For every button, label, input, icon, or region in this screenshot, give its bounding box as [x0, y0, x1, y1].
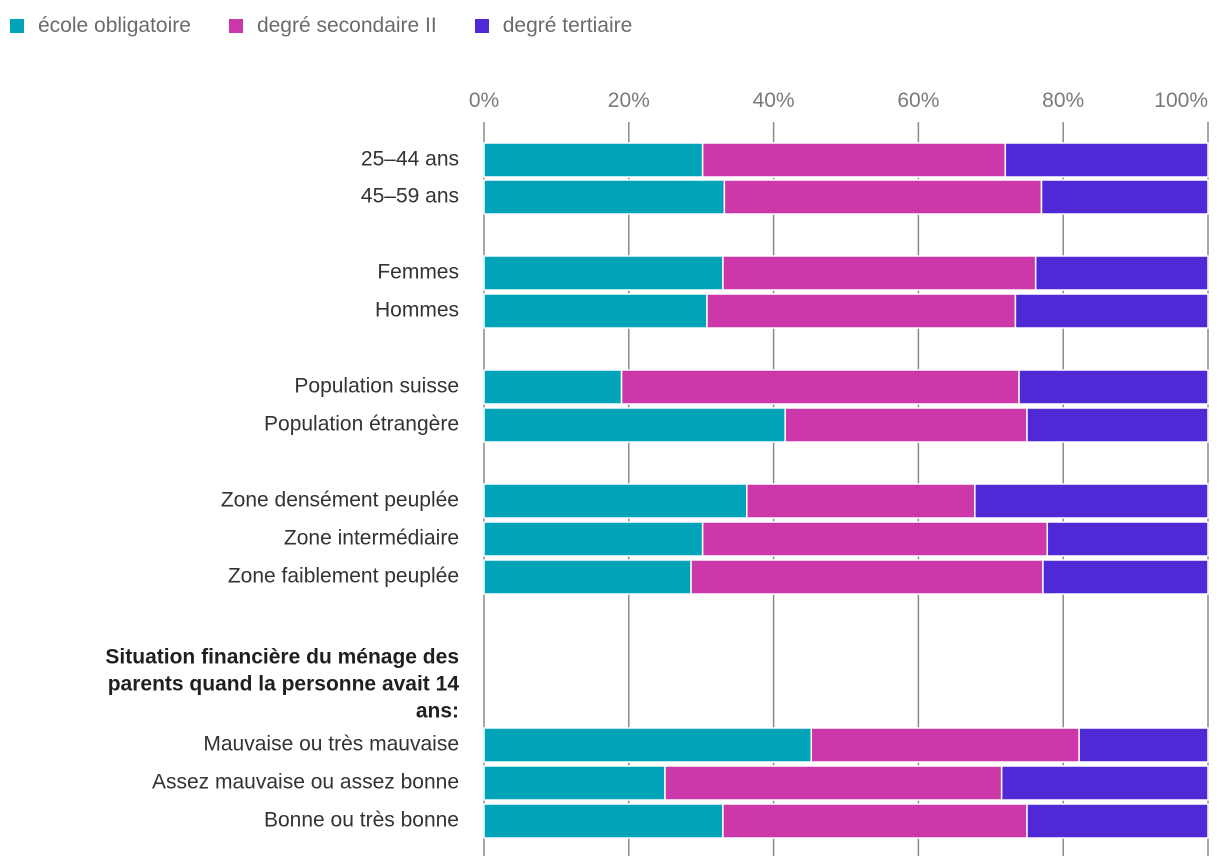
bar-segment-r4-s2[interactable]	[1018, 369, 1209, 405]
x-tick-label-3: 60%	[897, 89, 939, 112]
bar-segment-r10-s0[interactable]	[483, 727, 812, 763]
bar-segment-r6-s1[interactable]	[746, 483, 976, 519]
legend-item-secondaire[interactable]: degré secondaire II	[228, 14, 437, 38]
row-label-5: Population étrangère	[264, 413, 459, 436]
bar-segment-r4-s1[interactable]	[620, 369, 1020, 405]
bar-segment-r5-s0[interactable]	[483, 407, 786, 443]
bar-segment-r0-s1[interactable]	[701, 142, 1007, 178]
legend-item-tertiaire[interactable]: degré tertiaire	[474, 14, 633, 38]
bar-segment-r11-s1[interactable]	[664, 765, 1003, 801]
bar-segment-r5-s1[interactable]	[784, 407, 1028, 443]
x-tick-label-2: 40%	[753, 89, 795, 112]
bar-segment-r0-s2[interactable]	[1004, 142, 1209, 178]
section-heading-line-1: parents quand la personne avait 14	[108, 673, 460, 696]
bar-segment-r3-s1[interactable]	[706, 293, 1017, 329]
legend-swatch-tertiaire	[474, 19, 489, 33]
legend: école obligatoire degré secondaire II de…	[10, 14, 632, 38]
bar-segment-r1-s1[interactable]	[723, 179, 1043, 215]
x-tick-label-5: 100%	[1154, 89, 1208, 112]
x-tick-label-1: 20%	[608, 89, 650, 112]
row-label-8: Zone faiblement peuplée	[228, 565, 459, 588]
bar-segment-r2-s2[interactable]	[1034, 255, 1209, 291]
x-tick-labels: 0% 20% 40% 60% 80% 100%	[469, 89, 1208, 112]
bar-segment-r2-s0[interactable]	[483, 255, 724, 291]
bar-segment-r1-s2[interactable]	[1040, 179, 1209, 215]
bar-segment-r10-s2[interactable]	[1078, 727, 1209, 763]
row-label-2: Femmes	[377, 261, 459, 284]
bar-segment-r12-s0[interactable]	[483, 803, 724, 839]
bar-segment-r8-s1[interactable]	[690, 559, 1044, 595]
row-label-12: Bonne ou très bonne	[264, 809, 459, 832]
bar-segment-r6-s0[interactable]	[483, 483, 748, 519]
legend-label-ecole: école obligatoire	[38, 14, 191, 37]
bar-segment-r11-s2[interactable]	[1000, 765, 1209, 801]
row-label-6: Zone densément peuplée	[221, 489, 459, 512]
legend-swatch-ecole	[10, 19, 24, 33]
bar-segment-r11-s0[interactable]	[483, 765, 666, 801]
bar-segment-r0-s0[interactable]	[483, 142, 704, 178]
bar-segment-r4-s0[interactable]	[483, 369, 623, 405]
bar-segment-r3-s0[interactable]	[483, 293, 708, 329]
legend-label-tertiaire: degré tertiaire	[502, 14, 633, 37]
bar-segment-r12-s2[interactable]	[1026, 803, 1209, 839]
bar-segment-r7-s1[interactable]	[701, 521, 1049, 557]
bar-segment-r10-s1[interactable]	[810, 727, 1080, 763]
legend-swatch-secondaire	[228, 19, 243, 33]
row-label-1: 45–59 ans	[361, 185, 459, 208]
legend-label-secondaire: degré secondaire II	[256, 14, 437, 37]
bar-segment-r6-s2[interactable]	[974, 483, 1209, 519]
row-label-7: Zone intermédiaire	[284, 527, 459, 550]
section-heading-line-2: ans:	[416, 700, 459, 723]
row-label-11: Assez mauvaise ou assez bonne	[152, 771, 459, 794]
bar-segment-r8-s2[interactable]	[1042, 559, 1209, 595]
bar-segment-r8-s0[interactable]	[483, 559, 692, 595]
bar-segment-r3-s2[interactable]	[1014, 293, 1209, 329]
bar-segment-r2-s1[interactable]	[722, 255, 1037, 291]
row-label-0: 25–44 ans	[361, 148, 459, 171]
x-tick-label-0: 0%	[469, 89, 499, 112]
bar-segment-r1-s0[interactable]	[483, 179, 726, 215]
bar-segment-r12-s1[interactable]	[722, 803, 1028, 839]
bar-segment-r7-s0[interactable]	[483, 521, 704, 557]
row-label-3: Hommes	[375, 299, 459, 322]
row-label-4: Population suisse	[294, 375, 459, 398]
x-tick-label-4: 80%	[1042, 89, 1084, 112]
row-label-10: Mauvaise ou très mauvaise	[203, 733, 459, 756]
section-heading-line-0: Situation financière du ménage des	[105, 646, 459, 669]
legend-item-ecole[interactable]: école obligatoire	[10, 14, 191, 38]
bars	[483, 142, 1209, 839]
bar-segment-r7-s2[interactable]	[1046, 521, 1209, 557]
bar-segment-r5-s2[interactable]	[1026, 407, 1209, 443]
row-labels: 25–44 ans 45–59 ans Femmes Hommes Population…	[105, 148, 459, 832]
